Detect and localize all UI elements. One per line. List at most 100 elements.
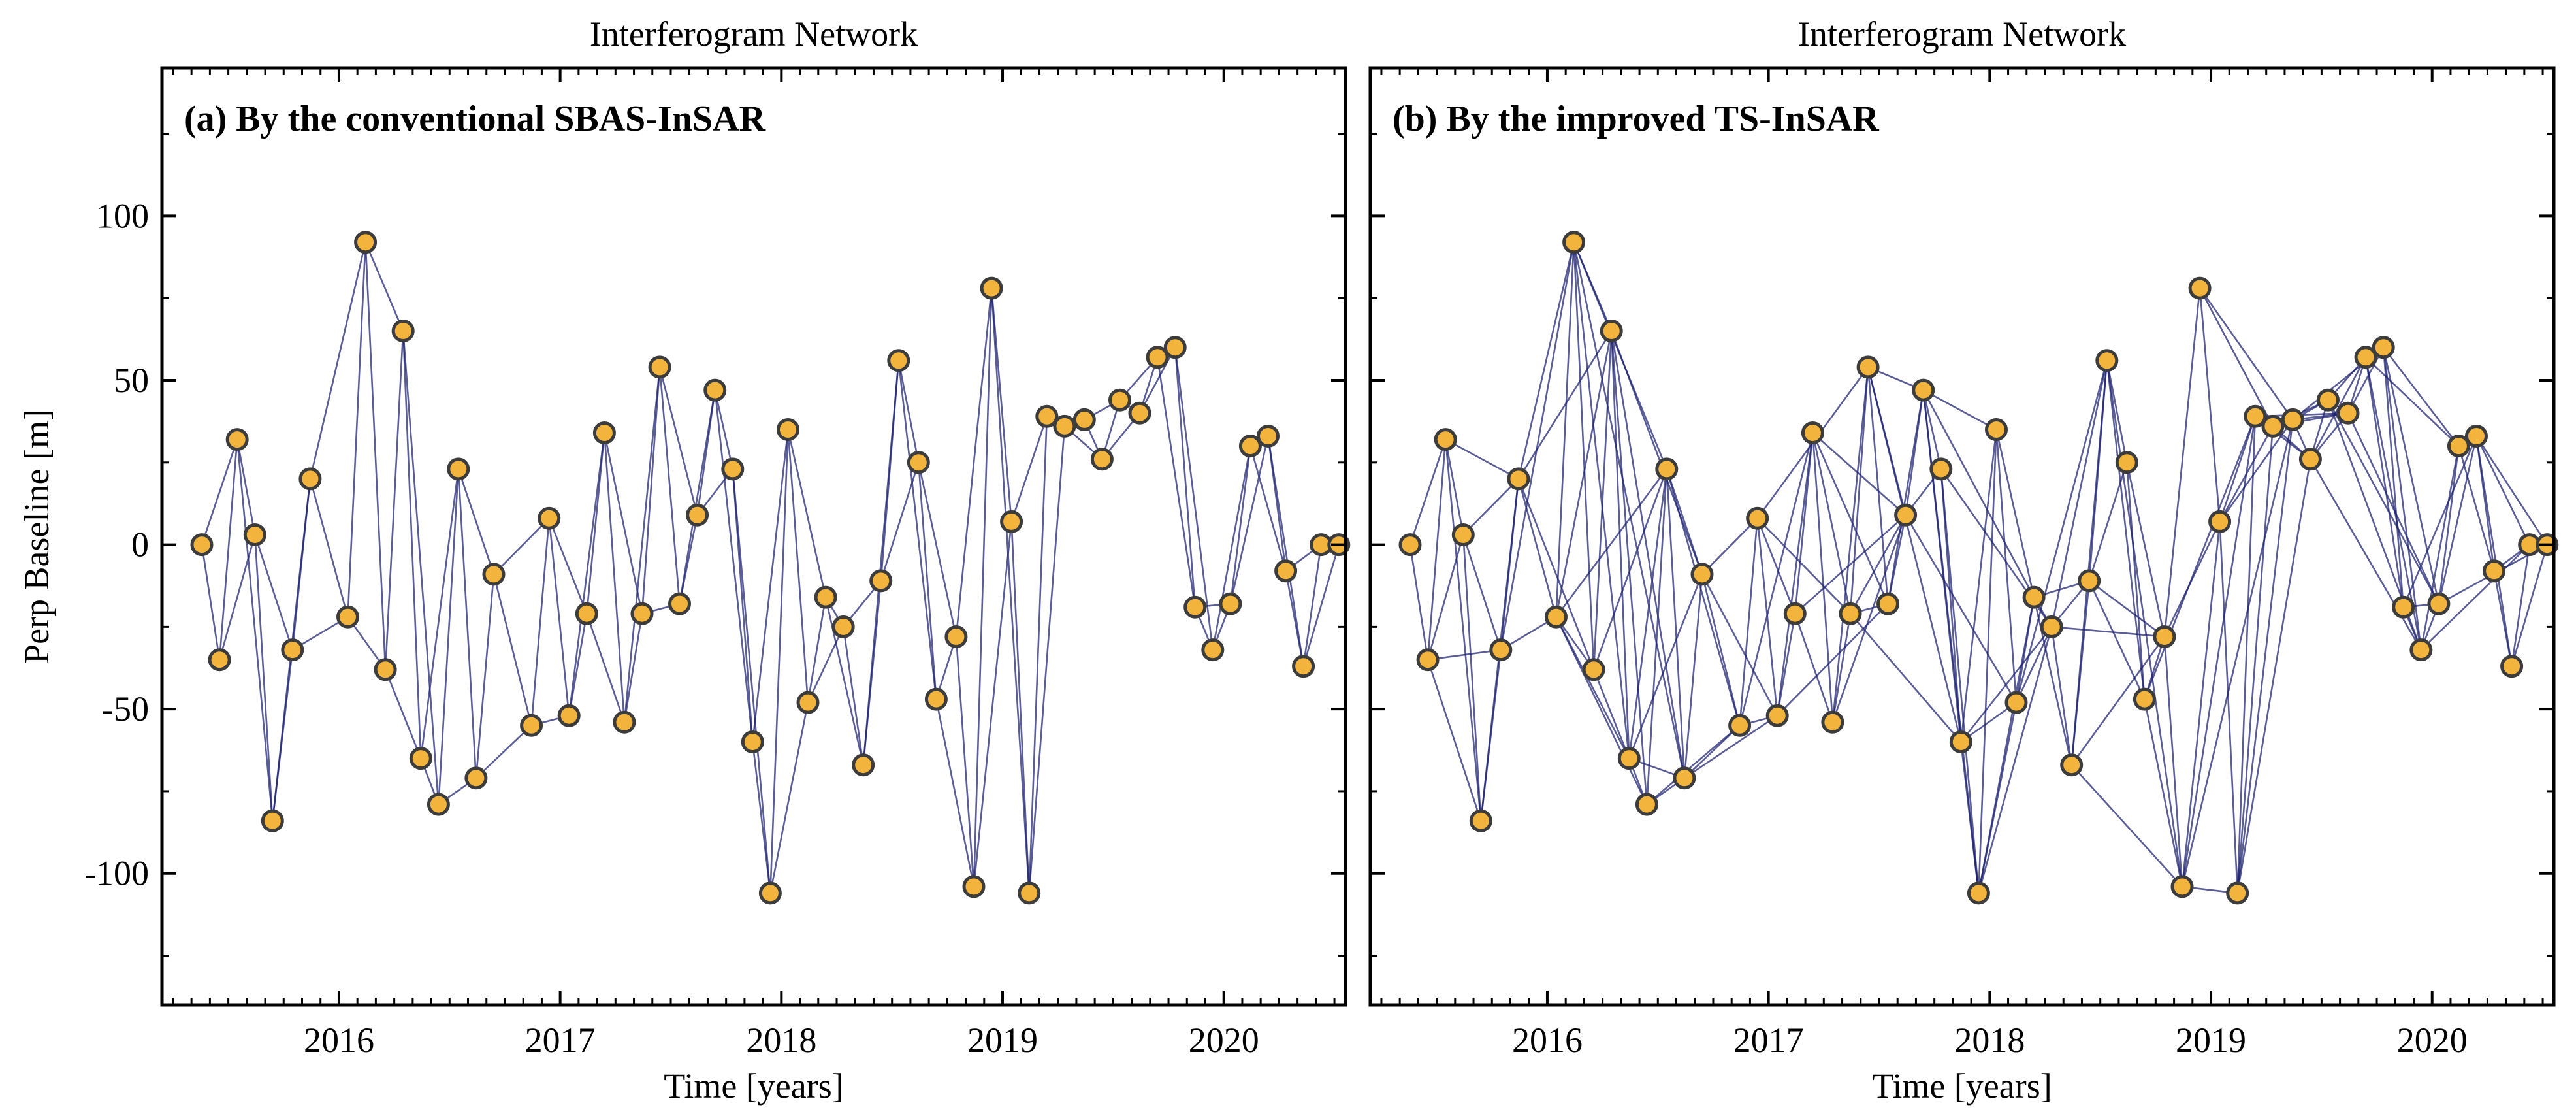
panel-a-label: (a) By the conventional SBAS-InSAR xyxy=(184,99,765,139)
interferogram-edge xyxy=(2219,425,2274,523)
acquisition-point xyxy=(2022,585,2046,609)
interferogram-edge xyxy=(2088,580,2165,638)
interferogram-edge xyxy=(604,433,643,614)
panel-b-title: Interferogram Network xyxy=(1798,14,2126,54)
interferogram-edge xyxy=(364,242,387,670)
interferogram-edge xyxy=(2219,416,2257,522)
acquisition-point xyxy=(2483,559,2506,583)
interferogram-edge xyxy=(2236,459,2311,894)
interferogram-edge xyxy=(842,627,864,765)
interferogram-edge xyxy=(2144,416,2257,700)
acquisition-point xyxy=(1894,503,1918,527)
acquisition-point xyxy=(1765,704,1789,727)
interferogram-edge xyxy=(2438,446,2460,604)
acquisition-point xyxy=(409,747,432,770)
interferogram-edge xyxy=(1500,242,1575,650)
interferogram-edge xyxy=(2347,347,2385,414)
acquisition-point xyxy=(1507,467,1530,491)
acquisition-point xyxy=(2447,435,2470,458)
interferogram-edge xyxy=(897,360,920,463)
interferogram-edge xyxy=(1156,357,1196,608)
interferogram-edge xyxy=(548,518,570,716)
acquisition-point xyxy=(1489,638,1513,662)
acquisition-point xyxy=(907,451,930,474)
interferogram-edge xyxy=(2198,287,2221,522)
interferogram-edge xyxy=(1777,603,1889,717)
interferogram-edge xyxy=(1426,659,1482,821)
interferogram-edge xyxy=(1174,347,1214,650)
acquisition-point xyxy=(447,457,470,481)
x-tick-label: 2016 xyxy=(304,1021,374,1060)
interferogram-edge xyxy=(1267,436,1304,666)
acquisition-point xyxy=(1090,448,1114,471)
acquisition-point xyxy=(2133,687,2156,711)
acquisition-point xyxy=(1451,523,1475,546)
interferogram-edge xyxy=(1628,468,1668,759)
panel-a-xlabel: Time [years] xyxy=(664,1066,843,1106)
acquisition-point xyxy=(741,730,764,753)
acquisition-point xyxy=(2170,875,2194,898)
interferogram-edge xyxy=(1427,649,1501,661)
interferogram-edge xyxy=(769,702,809,894)
acquisition-point xyxy=(1035,404,1059,428)
panel-b-ticks: 2016 2017 2018 2019 2020 xyxy=(1370,68,2554,1060)
interferogram-edge xyxy=(1794,514,1907,615)
interferogram-edge xyxy=(1831,514,1907,723)
interferogram-edge xyxy=(493,517,550,575)
interferogram-edge xyxy=(1812,432,1889,604)
interferogram-edge xyxy=(807,597,827,703)
interferogram-edge xyxy=(990,287,1012,522)
interferogram-edge xyxy=(2126,462,2146,700)
interferogram-edge xyxy=(1462,534,1482,821)
acquisition-point xyxy=(1274,559,1298,583)
interferogram-edge xyxy=(2383,346,2460,447)
acquisition-point xyxy=(1000,510,1023,533)
interferogram-edge xyxy=(2126,462,2166,637)
interferogram-edge xyxy=(2050,627,2072,765)
x-tick-label: 2018 xyxy=(746,1021,816,1060)
acquisition-point xyxy=(1985,418,2008,441)
interferogram-edge xyxy=(787,429,809,703)
interferogram-edge xyxy=(1850,613,1962,743)
acquisition-point xyxy=(2188,276,2212,300)
interferogram-edge xyxy=(2015,626,2053,703)
acquisition-point xyxy=(814,585,837,609)
interferogram-edge xyxy=(1684,715,1778,779)
interferogram-edge xyxy=(1960,429,1997,742)
interferogram-edge xyxy=(1610,331,1630,759)
acquisition-point xyxy=(1617,747,1641,770)
interferogram-edge xyxy=(2106,360,2183,887)
acquisition-point xyxy=(1801,421,1824,444)
interferogram-edge xyxy=(309,478,349,617)
interferogram-edge xyxy=(1922,389,1942,470)
interferogram-edge xyxy=(1794,613,1834,723)
acquisition-point xyxy=(831,615,855,638)
interferogram-edge xyxy=(347,242,366,617)
interferogram-edge xyxy=(732,468,771,894)
acquisition-point xyxy=(354,231,378,254)
interferogram-edge xyxy=(1302,544,1322,666)
interferogram-edge xyxy=(1555,468,1667,618)
interferogram-edge xyxy=(1229,436,1269,604)
acquisition-point xyxy=(1746,506,1769,530)
interferogram-edge xyxy=(897,360,937,700)
interferogram-edge xyxy=(1592,468,1668,670)
interferogram-edge xyxy=(2015,360,2108,703)
interferogram-edge xyxy=(1831,613,1852,723)
interferogram-edge xyxy=(1739,433,1814,726)
acquisition-point xyxy=(852,753,875,777)
acquisition-point xyxy=(2500,655,2524,678)
interferogram-edge xyxy=(1995,429,2035,598)
interferogram-edge xyxy=(1683,574,1703,778)
interferogram-edge xyxy=(457,468,495,575)
acquisition-point xyxy=(2004,691,2028,714)
acquisition-point xyxy=(796,691,820,714)
interferogram-edge xyxy=(457,468,477,778)
acquisition-point xyxy=(1072,408,1096,431)
interferogram-edge xyxy=(1610,331,1648,805)
interferogram-edge xyxy=(1923,389,1997,431)
acquisition-point xyxy=(464,766,488,790)
interferogram-edge xyxy=(2475,435,2530,546)
interferogram-edge xyxy=(236,439,274,821)
interferogram-edge xyxy=(696,389,716,516)
